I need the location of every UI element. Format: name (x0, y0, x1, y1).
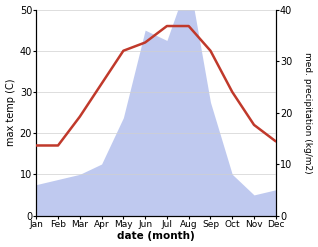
Y-axis label: max temp (C): max temp (C) (5, 79, 16, 146)
Y-axis label: med. precipitation (kg/m2): med. precipitation (kg/m2) (303, 52, 313, 173)
X-axis label: date (month): date (month) (117, 231, 195, 242)
